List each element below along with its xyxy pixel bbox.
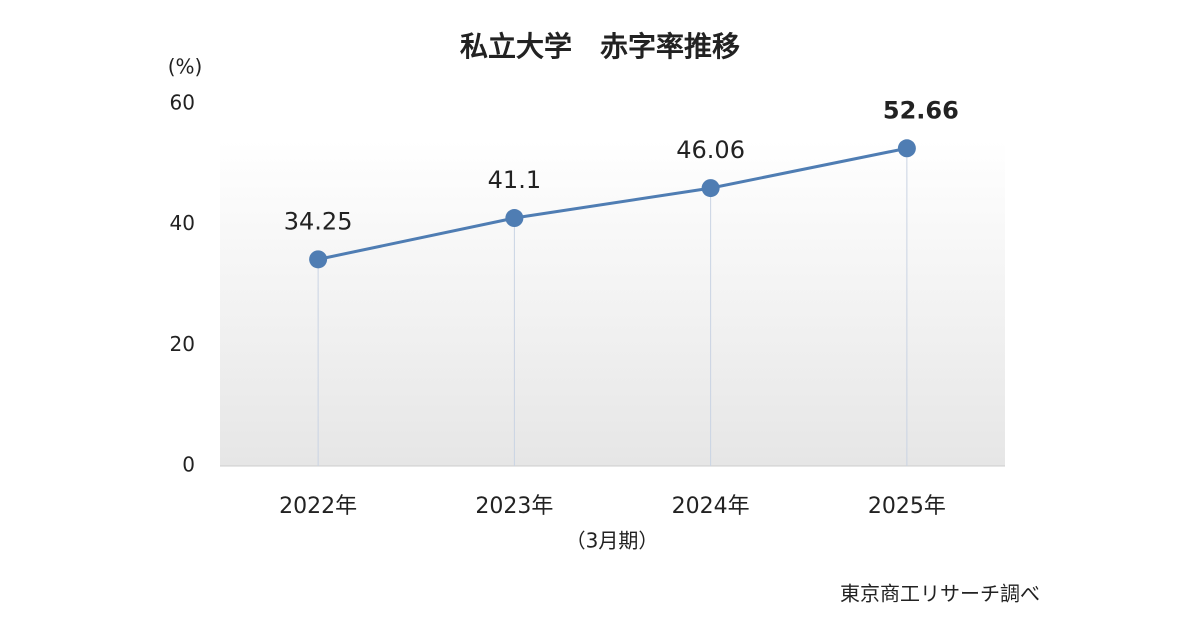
data-point bbox=[897, 139, 916, 158]
y-tick-label: 60 bbox=[170, 91, 195, 115]
source: 東京商工リサーチ調べ bbox=[840, 582, 1040, 606]
y-tick-label: 40 bbox=[170, 211, 195, 235]
y-unit: (%) bbox=[168, 55, 203, 79]
x-label: （3月期） bbox=[566, 529, 659, 553]
x-tick-label: 2024年 bbox=[672, 494, 750, 519]
x-tick-label: 2023年 bbox=[475, 494, 553, 519]
data-label: 41.1 bbox=[488, 166, 541, 194]
data-label: 52.66 bbox=[883, 96, 959, 124]
data-point bbox=[701, 179, 720, 198]
data-label: 46.06 bbox=[676, 136, 745, 164]
y-tick-label: 0 bbox=[182, 453, 195, 477]
series-line bbox=[317, 146, 908, 261]
x-tick-label: 2022年 bbox=[279, 494, 357, 519]
data-point bbox=[309, 250, 328, 269]
x-tick-label: 2025年 bbox=[868, 494, 946, 519]
y-tick-label: 20 bbox=[170, 332, 195, 356]
data-point bbox=[505, 209, 524, 228]
chart-title: 私立大学 赤字率推移 bbox=[460, 30, 740, 63]
plot-background bbox=[220, 140, 1005, 466]
data-label: 34.25 bbox=[284, 207, 353, 235]
